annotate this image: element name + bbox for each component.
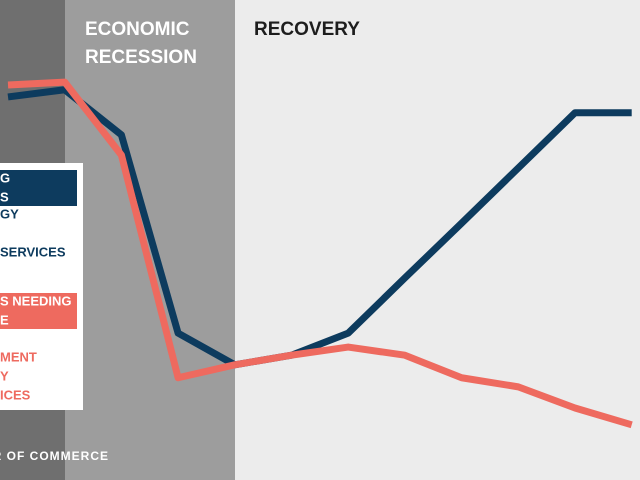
band-label: ECONOMIC	[85, 19, 190, 40]
legend: GS GY SERVICES S NEEDING E MENT Y ICES	[0, 163, 83, 410]
legend-text: S	[0, 189, 9, 204]
band-background	[235, 0, 640, 480]
legend-text: G	[0, 170, 10, 185]
legend-text: ICES	[0, 387, 31, 402]
legend-text: SERVICES	[0, 244, 66, 259]
series-line	[7, 78, 633, 429]
legend-text: E	[0, 312, 9, 327]
legend-text: MENT	[0, 349, 37, 364]
legend-text: GY	[0, 206, 19, 221]
legend-swatch	[0, 170, 77, 206]
band-label: RECESSION	[85, 47, 197, 68]
legend-swatch	[0, 293, 77, 329]
legend-text: Y	[0, 368, 9, 383]
series-line	[7, 86, 632, 369]
source-note: BER OF COMMERCE	[0, 449, 109, 463]
band-label: RECOVERY	[254, 19, 360, 40]
plot	[7, 78, 633, 429]
legend-text: S NEEDING	[0, 293, 72, 308]
